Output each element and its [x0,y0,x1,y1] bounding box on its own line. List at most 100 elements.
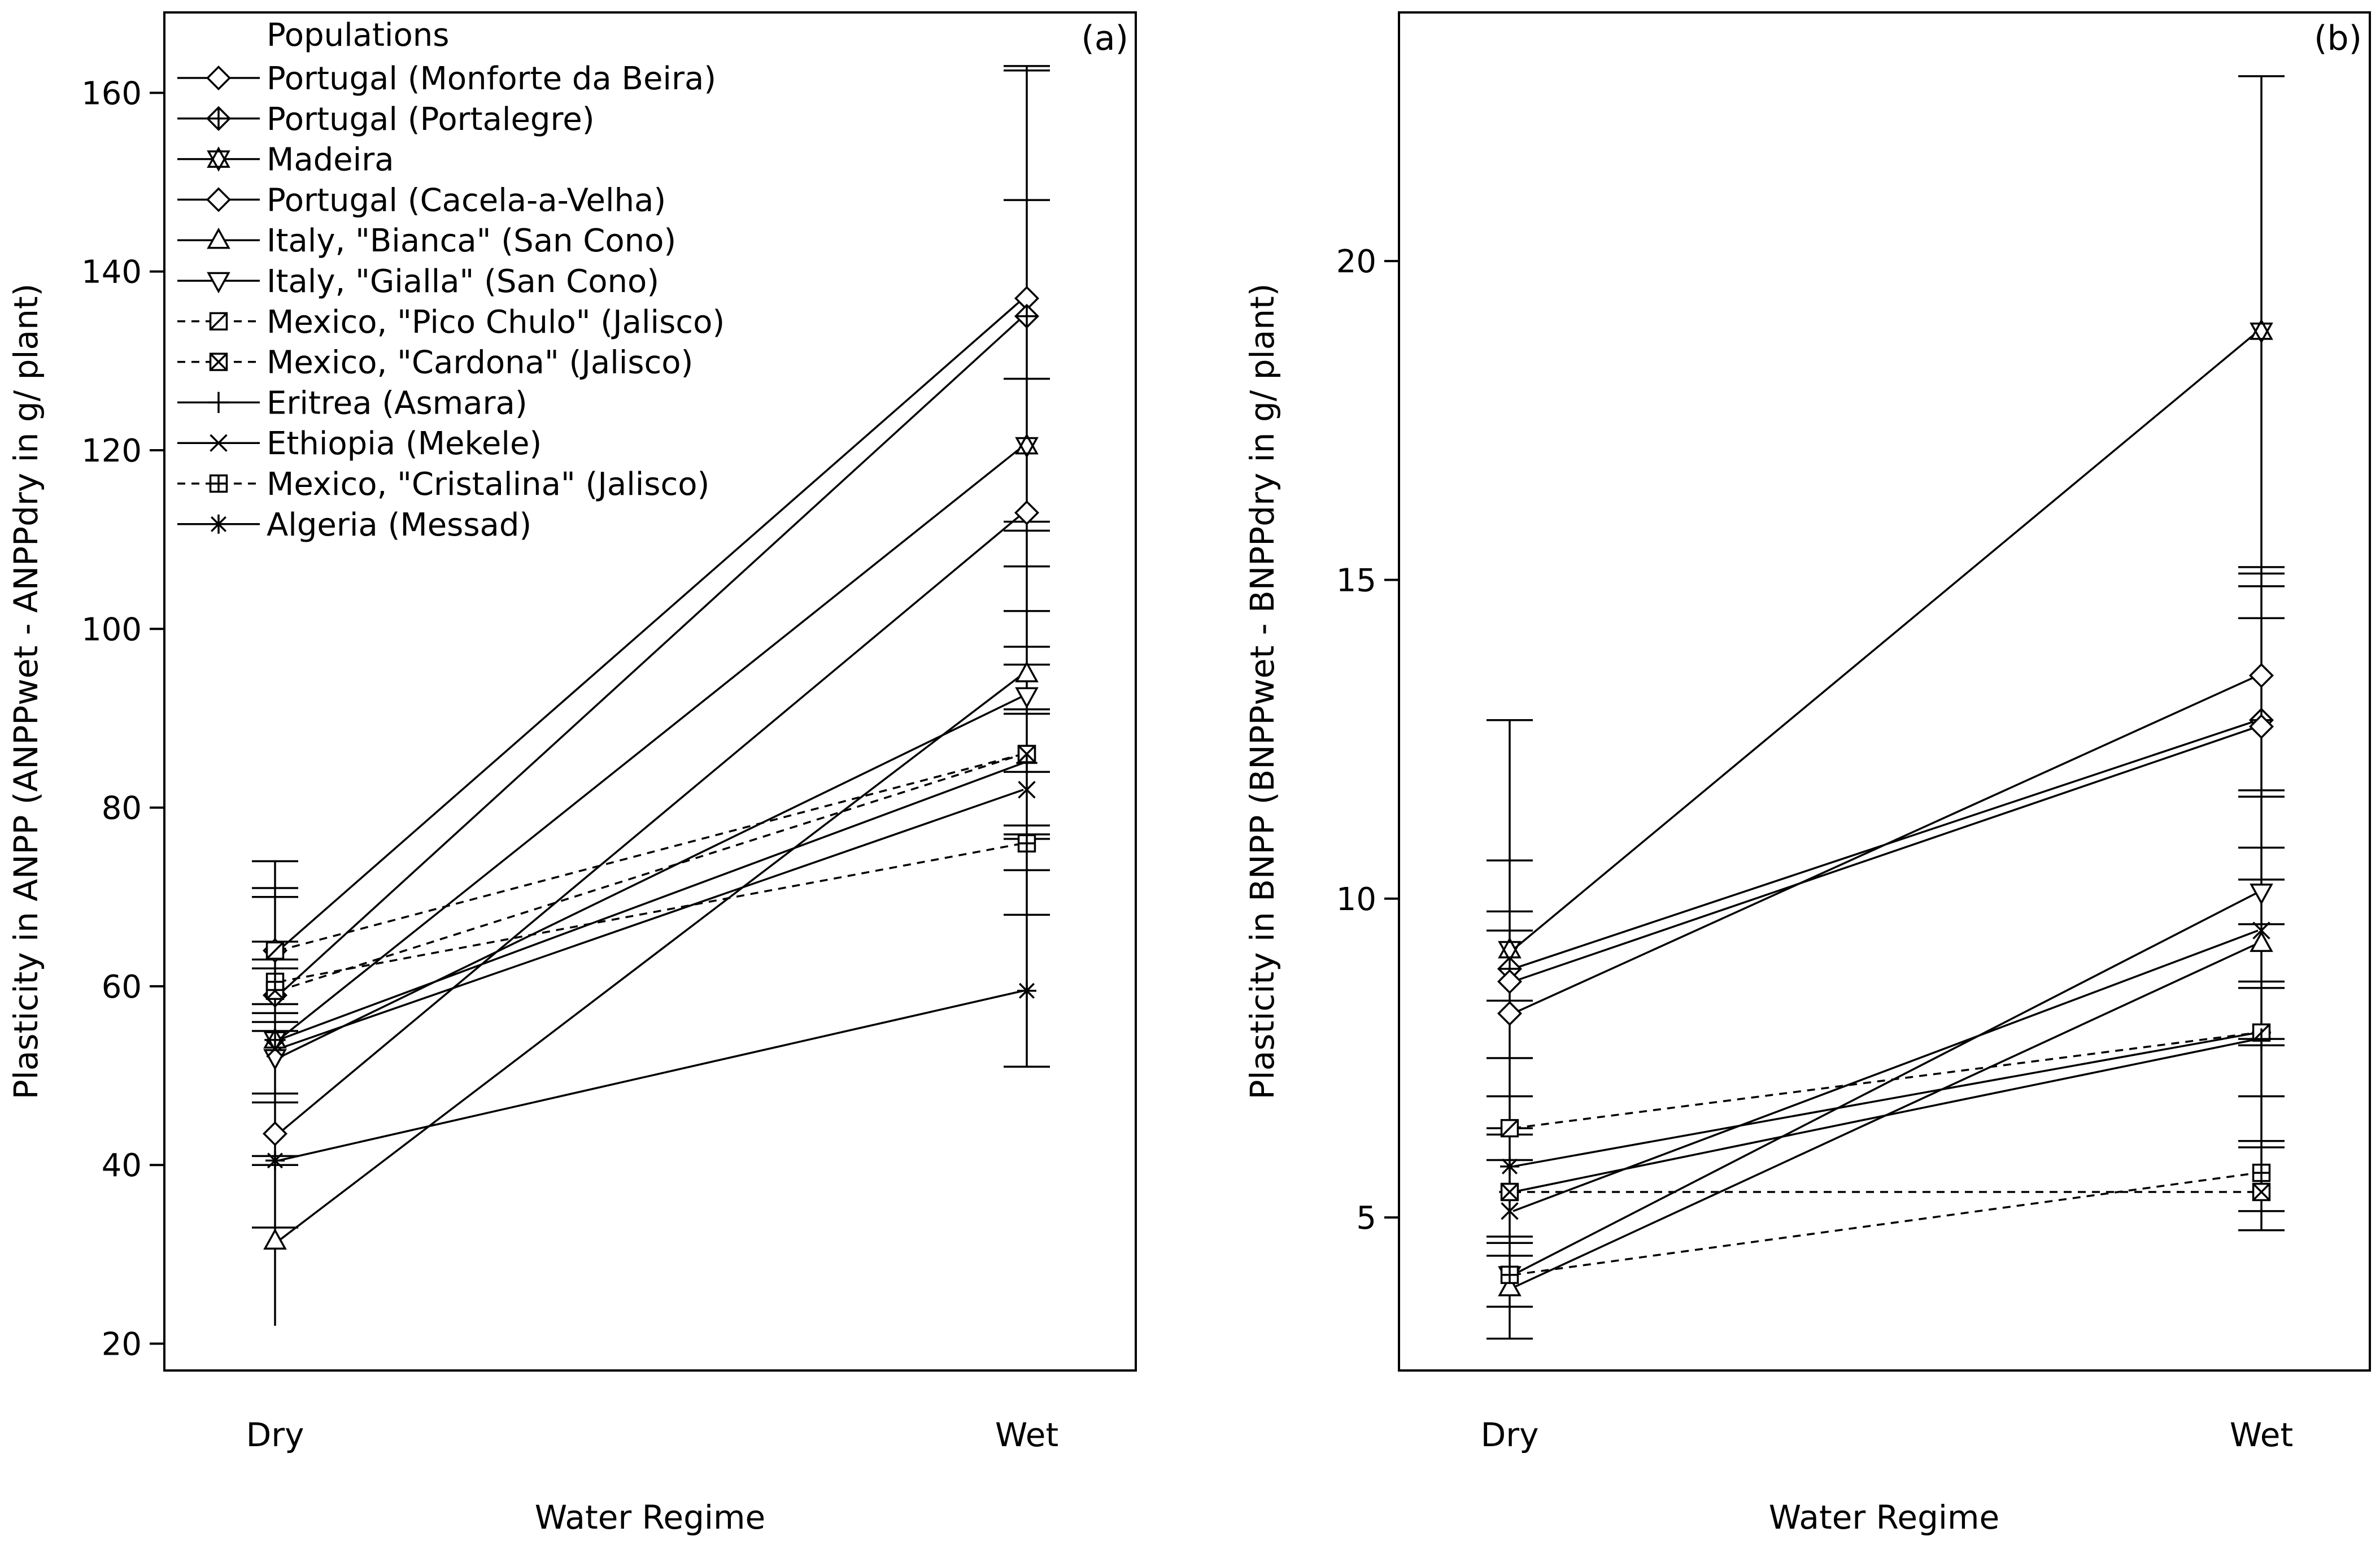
panel-b-x-tick-dry: Dry [1481,1416,1539,1454]
panel-a-x-axis-label: Water Regime [535,1498,765,1537]
point-wet-madeira [2250,319,2273,344]
point-wet-portugal-cacela-a-velha [1014,500,1040,525]
legend-marker-icon [209,353,228,371]
point-wet-portugal-portalegre [1014,303,1040,329]
panel-b-x-axis-label: Water Regime [1769,1498,1999,1537]
point-dry-portugal-cacela-a-velha [262,1121,288,1146]
series-line-portugal-portalegre [1512,719,2259,970]
legend-marker-icon [210,434,228,452]
series-line-eritrea-asmara [1512,1038,2259,1193]
legend-entry-mexico-cardona-jalisco: Mexico, "Cardona" (Jalisco) [177,345,693,381]
legend-entry-italy-bianca-san-cono: Italy, "Bianca" (San Cono) [177,223,676,259]
point-dry-italy-bianca-san-cono [263,1228,287,1250]
y-tick-label: 20 [1336,243,1376,280]
series-line-italy-bianca-san-cono [277,672,1025,1242]
y-tick-label: 5 [1356,1200,1376,1237]
series-line-eritrea-asmara [278,762,1024,1041]
legend-entry-mexico-pico-chulo-jalisco: Mexico, "Pico Chulo" (Jalisco) [177,304,725,341]
legend-label: Italy, "Gialla" (San Cono) [267,263,659,300]
legend-label: Algeria (Messad) [267,507,531,543]
point-dry-algeria-messad [1500,1156,1519,1176]
series-line-mexico-pico-chulo-jalisco [1512,1032,2259,1129]
panel-b-y-axis: 5 10 15 20 [1336,243,1399,1237]
legend-marker-icon [206,65,232,91]
legend-marker-icon [207,227,230,249]
point-dry-mexico-pico-chulo-jalisco [1500,1119,1519,1138]
series-line-mexico-pico-chulo-jalisco [278,753,1024,952]
legend-title: Populations [267,17,449,54]
legend-marker-icon [209,312,228,330]
panel-a-legend: Populations Portugal (Monforte da Beira)… [177,17,725,543]
y-tick-label: 20 [102,1326,142,1363]
point-dry-italy-bianca-san-cono [1498,1274,1522,1296]
panel-a-label: (a) [1081,19,1128,58]
point-dry-mexico-pico-chulo-jalisco [265,941,285,960]
legend-entry-ethiopia-mekele: Ethiopia (Mekele) [177,425,542,462]
panel-a-x-tick-dry: Dry [246,1416,304,1454]
legend-label: Eritrea (Asmara) [267,385,528,421]
series-line-madeira [277,445,1025,1041]
point-dry-mexico-cristalina-jalisco [1500,1265,1519,1284]
point-wet-mexico-cardona-jalisco [2252,1182,2271,1202]
panel-a-series-lines [277,297,1025,1242]
series-line-ethiopia-mekele [1512,929,2259,1212]
point-dry-portugal-monforte-da-beira [1497,1000,1523,1026]
y-tick-label: 160 [81,75,142,112]
legend-label: Italy, "Bianca" (San Cono) [267,223,676,259]
panel-a-y-axis-label: Plasticity in ANPP (ANPPwet - ANPPdry in… [7,284,45,1099]
legend-label: Portugal (Cacela-a-Velha) [267,182,666,219]
legend-label: Mexico, "Pico Chulo" (Jalisco) [267,304,725,341]
legend-marker-icon [209,514,228,534]
series-line-algeria-messad [278,990,1024,1162]
panel-b-series-lines [1512,330,2259,1289]
point-dry-portugal-cacela-a-velha [1497,969,1523,994]
y-tick-label: 120 [81,433,142,469]
legend-entry-portugal-portalegre: Portugal (Portalegre) [177,101,595,138]
legend-marker-icon [208,391,229,414]
point-wet-italy-bianca-san-cono [2250,930,2273,952]
point-wet-italy-bianca-san-cono [1015,661,1039,682]
series-line-mexico-cristalina-jalisco [1512,1172,2259,1276]
y-tick-label: 60 [102,969,142,1006]
point-wet-ethiopia-mekele [2252,921,2270,939]
series-line-portugal-portalegre [277,315,1025,997]
panel-a-x-tick-wet: Wet [995,1416,1058,1454]
panel-a-y-axis: 20 40 60 80 100 120 140 160 [81,75,164,1363]
legend-marker-icon [206,187,232,212]
point-dry-ethiopia-mekele [266,1039,284,1058]
y-tick-label: 80 [102,790,142,827]
legend-entry-portugal-cacela-a-velha: Portugal (Cacela-a-Velha) [177,182,666,219]
y-tick-label: 140 [81,254,142,291]
legend-label: Ethiopia (Mekele) [267,425,542,462]
legend-entry-italy-gialla-san-cono: Italy, "Gialla" (San Cono) [177,263,659,300]
point-wet-mexico-cristalina-jalisco [1017,834,1036,853]
point-dry-eritrea-asmara [264,1029,286,1051]
point-wet-algeria-messad [1017,981,1036,1000]
series-line-italy-gialla-san-cono [278,695,1024,1059]
series-line-ethiopia-mekele [278,789,1024,1050]
panel-a-plot-frame [163,11,1137,1372]
series-line-madeira [1512,330,2259,951]
point-dry-mexico-cristalina-jalisco [265,972,285,991]
panel-b-label: (b) [2314,19,2362,58]
point-dry-algeria-messad [265,1151,285,1171]
series-line-portugal-monforte-da-beira [277,297,1025,951]
y-tick-label: 100 [81,611,142,648]
legend-marker-icon [207,146,230,172]
legend-marker-icon [209,474,228,493]
legend-entry-eritrea-asmara: Eritrea (Asmara) [177,385,528,421]
legend-marker-icon [206,106,232,131]
point-wet-portugal-cacela-a-velha [2248,714,2274,739]
legend-entry-madeira: Madeira [177,142,394,179]
panel-a-series-markers [262,286,1040,1250]
legend-entry-algeria-messad: Algeria (Messad) [177,507,531,543]
panel-b-plot-frame [1398,11,2371,1372]
legend-label: Mexico, "Cardona" (Jalisco) [267,345,693,381]
legend-entry-mexico-cristalina-jalisco: Mexico, "Cristalina" (Jalisco) [177,466,709,503]
panel-b-y-axis-label: Plasticity in BNPP (BNPPwet - BNPPdry in… [1243,284,1281,1100]
point-wet-italy-gialla-san-cono [1015,687,1039,709]
point-wet-madeira [1015,433,1039,459]
series-line-algeria-messad [1512,1032,2259,1168]
legend-label: Madeira [267,142,394,179]
